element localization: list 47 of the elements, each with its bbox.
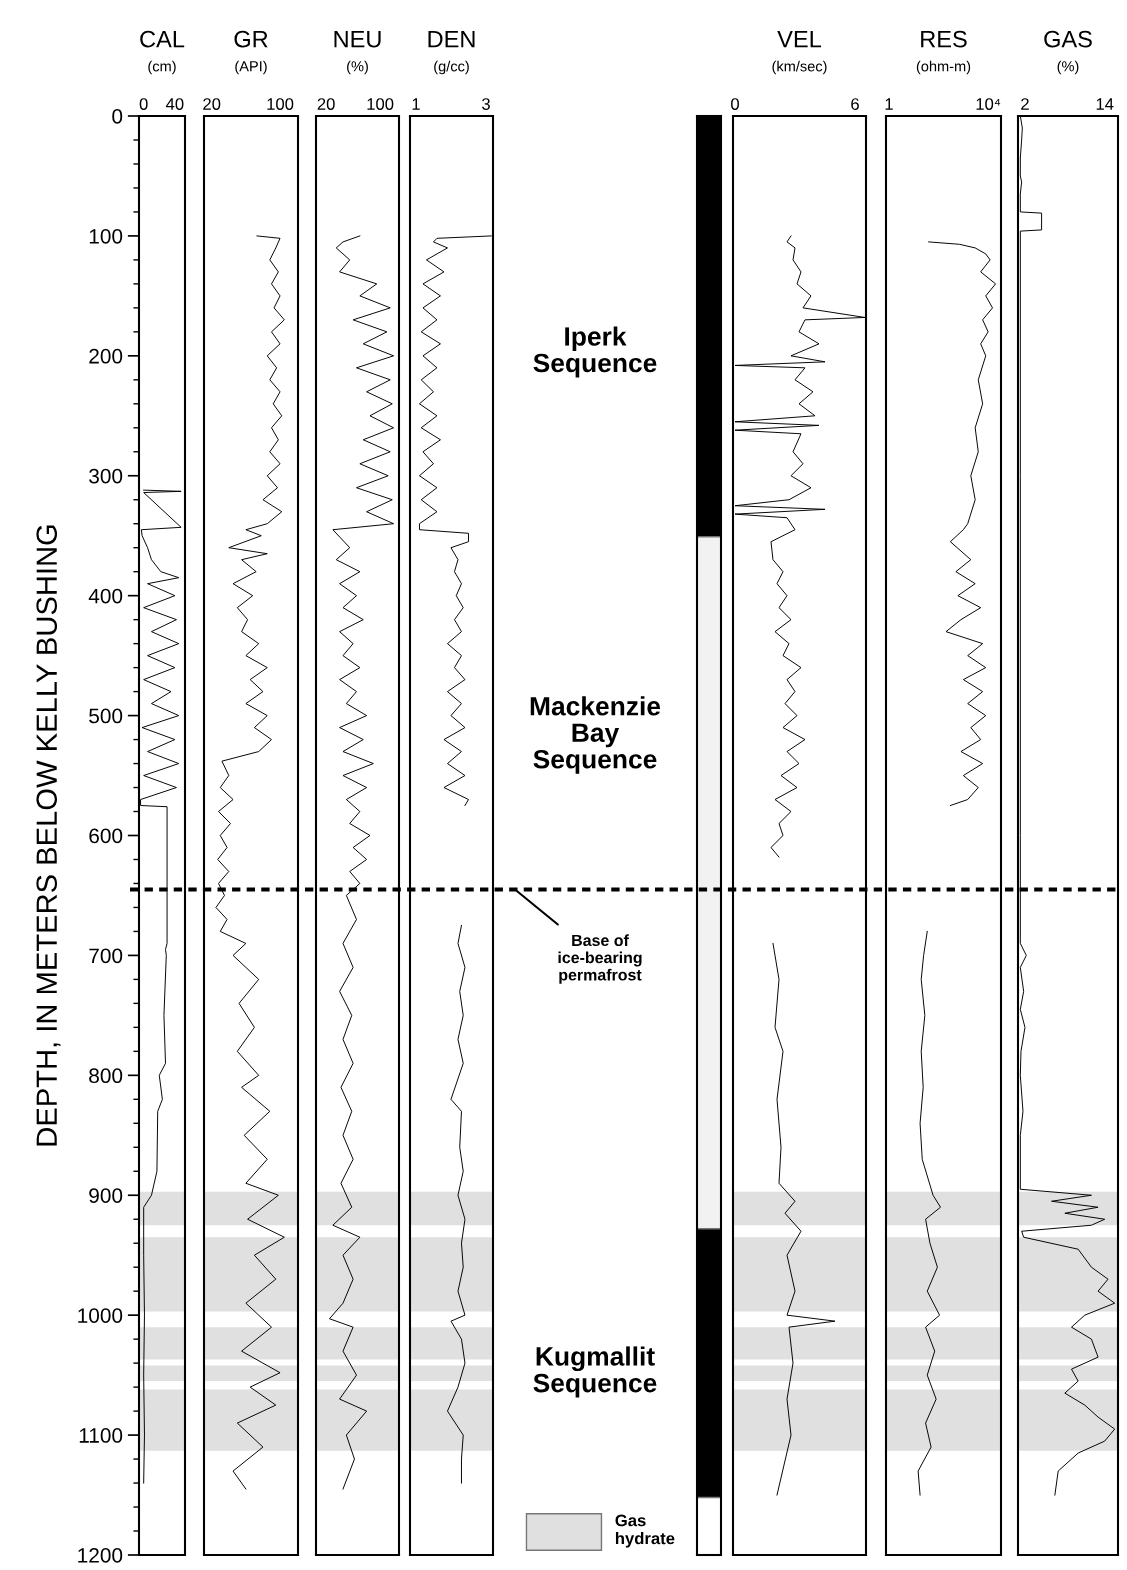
y-tick-label: 0: [112, 109, 123, 124]
x-tick-label: 1: [885, 98, 893, 110]
y-tick-label: 100: [89, 228, 123, 244]
chart-subtitle: (%): [1057, 60, 1079, 75]
y-tick-label: 600: [89, 828, 123, 844]
chart-title: RES: [921, 30, 967, 48]
y-tick-label: 700: [89, 948, 123, 964]
y-tick-label: 500: [89, 708, 123, 724]
text: Iperk Sequence: [533, 326, 657, 378]
ref-line-label: Base of ice-bearing permafrost: [558, 934, 642, 984]
x-tick-label: 20: [203, 98, 221, 110]
y-tick-label: 900: [89, 1188, 123, 1203]
y-tick-label: 1100: [79, 1428, 123, 1443]
x-tick-label: 6: [851, 98, 859, 110]
chart-title: NEU: [334, 30, 381, 48]
y-axis-title: DEPTH, IN METERS BELOW KELLY BUSHING: [36, 525, 61, 1146]
y-tick-label: 400: [88, 588, 123, 604]
chart-title: GAS: [1044, 30, 1092, 48]
x-tick-label: 100: [267, 98, 294, 110]
x-tick-label: 10⁴: [976, 98, 1001, 110]
x-tick-label: 100: [367, 98, 394, 110]
x-tick-label: 1: [412, 98, 420, 110]
y-tick-label: 800: [89, 1068, 123, 1084]
x-tick-label: 14: [1096, 98, 1114, 110]
y-tick-label: 1000: [78, 1308, 123, 1323]
chart-title: VEL: [777, 30, 822, 48]
chart-subtitle: (API): [235, 60, 267, 75]
chart-subtitle: (g/cc): [434, 60, 469, 75]
chart-subtitle: (ohm-m): [916, 60, 971, 75]
text: Kugmallit Sequence: [533, 1346, 657, 1398]
chart-subtitle: (km/sec): [772, 60, 827, 75]
chart-subtitle: (%): [347, 60, 368, 75]
y-tick-label: 300: [89, 468, 123, 484]
y-tick-label: 1200: [78, 1548, 123, 1563]
x-tick-label: 20: [317, 98, 335, 110]
x-tick-label: 0: [139, 98, 148, 110]
x-tick-label: 0: [731, 98, 739, 110]
chart-title: GR: [234, 30, 268, 48]
chart-title: CAL: [140, 30, 185, 48]
x-tick-label: 40: [165, 98, 184, 110]
y-tick-label: 200: [89, 348, 123, 364]
x-tick-label: 2: [1021, 98, 1029, 110]
legend-label: Gas hydrate: [615, 1514, 675, 1548]
chart-title: DEN: [428, 30, 475, 48]
chart-subtitle: (cm): [148, 60, 176, 75]
x-tick-label: 3: [482, 98, 490, 110]
text: Mackenzie Bay Sequence: [530, 696, 661, 774]
